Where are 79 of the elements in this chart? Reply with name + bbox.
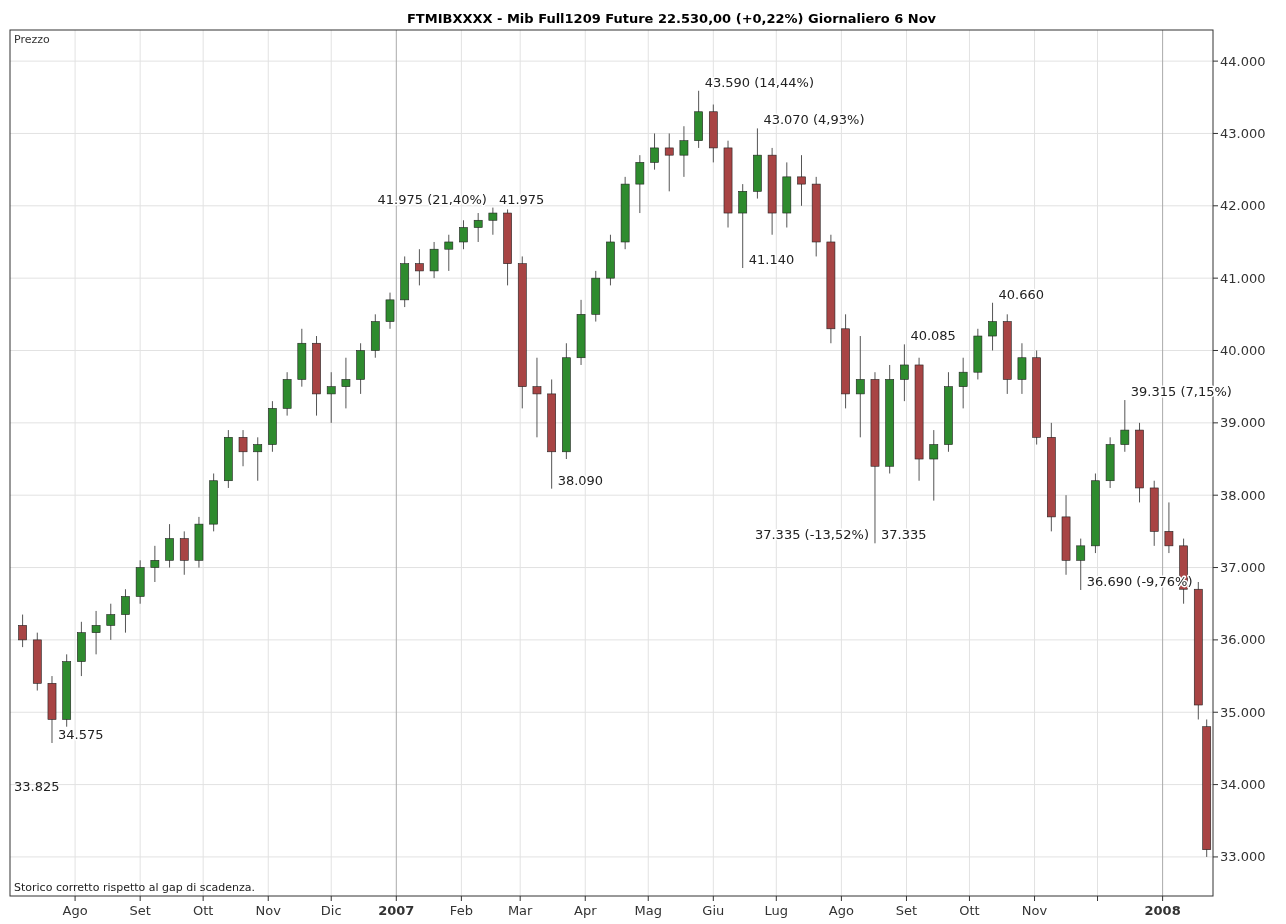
candlestick xyxy=(150,545,160,583)
x-tick-label: Ott xyxy=(959,903,980,918)
candlestick xyxy=(106,603,116,641)
annotation: 43.070 (4,93%) xyxy=(763,112,865,128)
chart-title: FTMIBXXXX - Mib Full1209 Future 22.530,00 (+0,22%) Giornaliero 6 Nov xyxy=(406,11,937,26)
y-tick-label: 39.000 xyxy=(1220,415,1266,431)
annotation: 43.590 (14,44%) xyxy=(704,74,814,90)
annotation: 34.575 xyxy=(57,726,104,742)
candlestick xyxy=(459,219,468,250)
candlestick xyxy=(179,530,189,576)
candlestick xyxy=(650,132,659,171)
candlestick xyxy=(121,588,130,634)
candlestick xyxy=(532,357,542,438)
candlestick xyxy=(91,610,101,655)
x-tick-label: Mag xyxy=(634,903,662,918)
candlestick xyxy=(488,207,498,236)
x-tick-label: Set xyxy=(895,903,918,918)
candlestick xyxy=(1164,501,1174,554)
annotation: 41.140 xyxy=(748,252,795,268)
y-tick-label: 41.000 xyxy=(1220,270,1266,286)
candlestick xyxy=(929,429,939,502)
candlestick xyxy=(900,343,909,402)
y-tick-label: 43.000 xyxy=(1220,126,1266,142)
candlestick xyxy=(797,154,806,207)
x-tick-label: Lug xyxy=(764,903,789,918)
y-axis-title: Prezzo xyxy=(14,33,51,46)
y-tick-label: 35.000 xyxy=(1220,704,1266,720)
annotation: 41.975 xyxy=(498,191,545,207)
y-tick-label: 38.000 xyxy=(1220,487,1266,503)
annotation: Storico corretto rispetto al gap di scadenza. xyxy=(14,881,256,894)
candlestick xyxy=(473,212,483,243)
candlestick xyxy=(415,248,424,286)
candlestick xyxy=(635,154,645,214)
candlestick xyxy=(165,523,174,569)
x-tick-label: Set xyxy=(129,903,151,918)
candlestick xyxy=(988,302,997,351)
candlestick xyxy=(341,357,351,409)
candlestick xyxy=(1017,342,1027,395)
x-tick-label: Nov xyxy=(255,903,282,918)
y-tick-label: 36.000 xyxy=(1220,632,1266,648)
x-tick-label: Ott xyxy=(192,903,214,918)
annotation: 40.660 xyxy=(998,286,1045,302)
candlestick xyxy=(326,371,336,424)
candlestick xyxy=(238,429,248,467)
y-tick-label: 42.000 xyxy=(1220,198,1266,214)
annotation: 38.090 xyxy=(557,472,604,488)
y-tick-label: 33.000 xyxy=(1220,849,1266,865)
x-tick-label: Ago xyxy=(828,903,854,918)
annotation: 37.335 (-13,52%) xyxy=(754,527,869,543)
candlestick xyxy=(664,132,674,192)
annotation: 37.335 xyxy=(880,527,927,543)
candlestick xyxy=(444,234,454,272)
x-tick-label: Ago xyxy=(62,903,88,918)
candlestick xyxy=(18,614,27,648)
candlestick xyxy=(1076,538,1086,591)
annotation: 41.975 (21,40%) xyxy=(377,191,487,207)
x-tick-label: Feb xyxy=(449,903,473,918)
x-tick-label: 2008 xyxy=(1144,903,1181,918)
x-tick-label: Dic xyxy=(320,903,342,918)
candlestick xyxy=(1120,399,1130,453)
x-tick-label: Apr xyxy=(574,903,598,918)
candlestick xyxy=(385,292,395,330)
candlestick xyxy=(429,241,439,279)
y-tick-label: 44.000 xyxy=(1220,53,1266,69)
x-tick-label: Nov xyxy=(1021,903,1048,918)
x-tick-label: Giu xyxy=(702,903,725,918)
annotation: 40.085 xyxy=(910,328,956,344)
annotation: 39.315 (7,15%) xyxy=(1130,384,1232,400)
y-tick-label: 40.000 xyxy=(1220,343,1266,359)
candlestick xyxy=(958,357,968,409)
y-tick-label: 37.000 xyxy=(1220,560,1266,576)
candlestick xyxy=(679,125,689,178)
candlestick xyxy=(253,436,263,482)
candlestick xyxy=(855,335,865,438)
x-tick-label: 2007 xyxy=(378,903,415,918)
y-tick-label: 34.000 xyxy=(1220,777,1266,793)
x-tick-label: Mar xyxy=(507,903,534,918)
annotation: 33.825 xyxy=(14,779,60,794)
candlestick xyxy=(738,183,748,269)
